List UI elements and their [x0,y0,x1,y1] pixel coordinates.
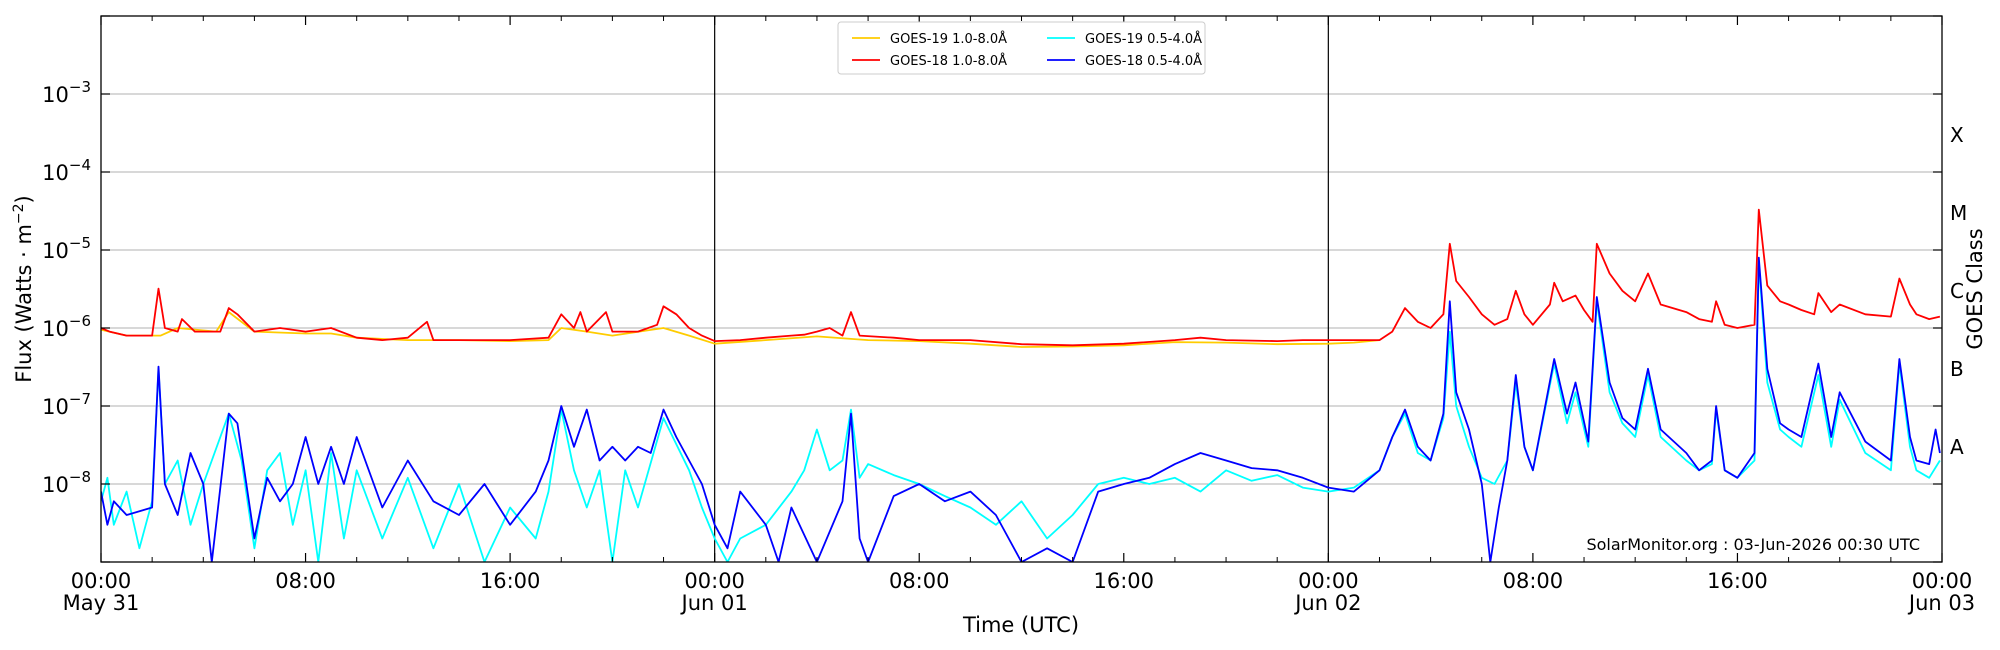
legend-label: GOES-19 0.5-4.0Å [1085,31,1202,47]
x-tick-label: 00:00 [1912,569,1973,593]
x-tick-label: 08:00 [1503,569,1564,593]
x-tick-label: 16:00 [480,569,541,593]
x-tick-date-label: Jun 03 [1907,591,1975,615]
goes-class-m: M [1950,201,1967,225]
x-tick-label: 08:00 [889,569,950,593]
legend-label: GOES-19 1.0-8.0Å [890,31,1007,47]
legend-box [837,21,1206,75]
x-tick-label: 16:00 [1094,569,1155,593]
y-tick-label: 10−8 [42,468,91,497]
goes-class-c: C [1950,279,1964,303]
goes-class-a: A [1950,435,1964,459]
y-tick-label: 10−4 [42,156,91,185]
series-line-4 [101,256,1941,562]
horizontal-gridlines [101,93,1942,485]
x-tick-label: 00:00 [684,569,745,593]
y-axis-tick-labels: 10−8 10−7 10−6 10−5 10−4 10−3 [42,78,91,497]
plot-frame [100,15,1943,563]
right-axis-label: GOES Class [1963,228,1987,349]
legend-label: GOES-18 1.0-8.0Å [890,53,1007,69]
x-tick-label: 08:00 [275,569,336,593]
x-tick-date-label: Jun 01 [680,591,748,615]
x-axis-label: Time (UTC) [962,613,1079,637]
y-tick-label: 10−6 [42,312,91,341]
goes-class-labels: A B C M X [1950,123,1967,459]
y-axis-label: Flux (Watts · m−2) [11,195,36,383]
series-layer [101,208,1941,562]
legend: GOES-19 1.0-8.0Å GOES-18 1.0-8.0Å GOES-19 … [837,21,1206,75]
axis-ticks [100,15,1943,563]
day-boundary-lines [714,16,1329,562]
series-line-2 [101,208,1941,347]
series-line-3 [101,261,1941,562]
x-tick-date-label: May 31 [63,591,140,615]
y-tick-label: 10−5 [42,234,91,263]
x-tick-label: 00:00 [71,569,132,593]
source-timestamp: SolarMonitor.org : 03-Jun-2026 00:30 UTC [1586,535,1920,554]
y-tick-label: 10−3 [42,78,91,107]
y-tick-label: 10−7 [42,390,91,419]
x-tick-label: 00:00 [1298,569,1359,593]
x-tick-label: 16:00 [1707,569,1768,593]
goes-class-x: X [1950,123,1964,147]
goes-class-b: B [1950,357,1964,381]
x-tick-date-label: Jun 02 [1293,591,1361,615]
legend-label: GOES-18 0.5-4.0Å [1085,53,1202,69]
